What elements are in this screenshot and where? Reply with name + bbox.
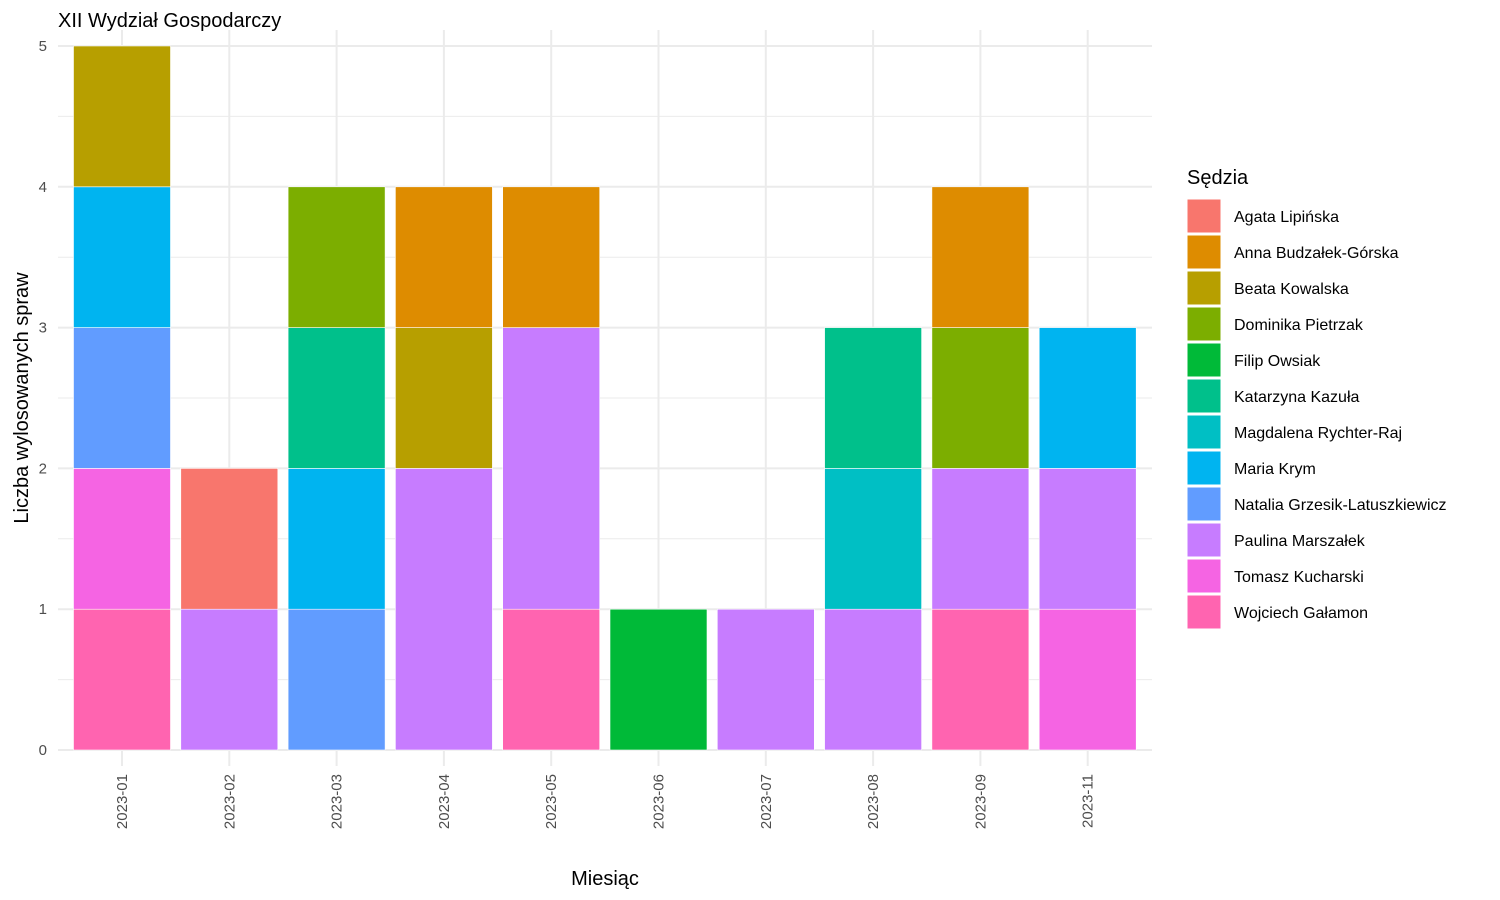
bars xyxy=(73,45,1137,751)
y-tick-label: 3 xyxy=(39,320,47,337)
legend-key xyxy=(1186,198,1222,234)
bar-segment xyxy=(395,468,493,751)
bar-segment xyxy=(1038,327,1137,469)
legend-key xyxy=(1186,342,1222,378)
legend-label: Dominika Pietrzak xyxy=(1234,317,1364,334)
bar-segment xyxy=(824,327,922,469)
bar-segment xyxy=(73,45,171,188)
y-tick-label: 1 xyxy=(39,601,47,618)
chart-title: XII Wydział Gospodarczy xyxy=(58,10,281,32)
legend-key xyxy=(1186,414,1222,450)
y-tick-label: 2 xyxy=(39,460,47,477)
bar-segment xyxy=(287,186,386,328)
legend-key xyxy=(1186,486,1222,522)
y-tick-label: 0 xyxy=(39,742,47,759)
bar-segment xyxy=(502,186,601,328)
legend-key xyxy=(1186,450,1222,486)
y-tick-label: 4 xyxy=(39,179,47,196)
legend-label: Katarzyna Kazuła xyxy=(1234,389,1360,406)
legend-label: Wojciech Gałamon xyxy=(1234,605,1368,622)
bar-segment xyxy=(931,327,1030,469)
bar-segment xyxy=(824,468,922,610)
legend-key xyxy=(1186,270,1222,306)
x-tick-label: 2023-03 xyxy=(329,774,346,829)
legend-label: Tomasz Kucharski xyxy=(1234,569,1364,586)
x-tick-label: 2023-01 xyxy=(114,774,131,829)
bar-segment xyxy=(287,327,386,469)
x-tick-label: 2023-05 xyxy=(543,774,560,829)
bar-segment xyxy=(824,608,922,751)
legend-key xyxy=(1186,594,1222,630)
x-tick-label: 2023-02 xyxy=(221,774,238,829)
legend-label: Paulina Marszałek xyxy=(1234,533,1366,550)
bar-segment xyxy=(502,327,601,610)
y-axis-ticks: 0 1 2 3 4 5 xyxy=(39,38,47,759)
bar-segment xyxy=(502,608,601,751)
bar-segment xyxy=(73,468,171,610)
bar-segment xyxy=(395,186,493,328)
legend-key xyxy=(1186,522,1222,558)
legend-label: Filip Owsiak xyxy=(1234,353,1321,370)
legend-key xyxy=(1186,558,1222,594)
bar-segment xyxy=(931,608,1030,751)
bar-segment xyxy=(716,608,815,751)
legend-key xyxy=(1186,234,1222,270)
x-tick-label: 2023-09 xyxy=(972,774,989,829)
legend-label: Natalia Grzesik-Latuszkiewicz xyxy=(1234,497,1447,514)
x-tick-label: 2023-11 xyxy=(1080,774,1097,828)
legend: Sędzia Agata Lipińska Anna Budzałek-Górsk… xyxy=(1186,167,1447,630)
bar-segment xyxy=(609,608,708,751)
bar-segment xyxy=(180,608,279,751)
legend-label: Magdalena Rychter-Raj xyxy=(1234,425,1402,442)
bar-segment xyxy=(395,327,493,469)
legend-label: Anna Budzałek-Górska xyxy=(1234,245,1399,262)
legend-label: Agata Lipińska xyxy=(1234,209,1339,226)
legend-label: Beata Kowalska xyxy=(1234,281,1349,298)
bar-segment xyxy=(73,327,171,469)
x-tick-label: 2023-07 xyxy=(758,774,775,829)
x-axis-ticks: 2023-01 2023-02 2023-03 2023-04 2023-05 2023-… xyxy=(114,774,1097,829)
legend-title: Sędzia xyxy=(1187,167,1249,189)
x-axis-title: Miesiąc xyxy=(571,868,639,890)
bar-segment xyxy=(931,468,1030,610)
x-tick-label: 2023-06 xyxy=(651,774,668,829)
y-tick-label: 5 xyxy=(39,38,47,55)
bar-segment xyxy=(180,468,279,610)
x-tick-label: 2023-08 xyxy=(865,774,882,829)
bar-segment xyxy=(1038,608,1137,751)
legend-key xyxy=(1186,378,1222,414)
bar-segment xyxy=(73,608,171,751)
legend-label: Maria Krym xyxy=(1234,461,1316,478)
bar-segment xyxy=(287,608,386,751)
x-tick-label: 2023-04 xyxy=(436,774,453,829)
bar-segment xyxy=(287,468,386,610)
bar-segment xyxy=(1038,468,1137,610)
bar-segment xyxy=(931,186,1030,328)
y-axis-title: Liczba wylosowanych spraw xyxy=(11,272,33,524)
legend-key xyxy=(1186,306,1222,342)
bar-segment xyxy=(73,186,171,328)
